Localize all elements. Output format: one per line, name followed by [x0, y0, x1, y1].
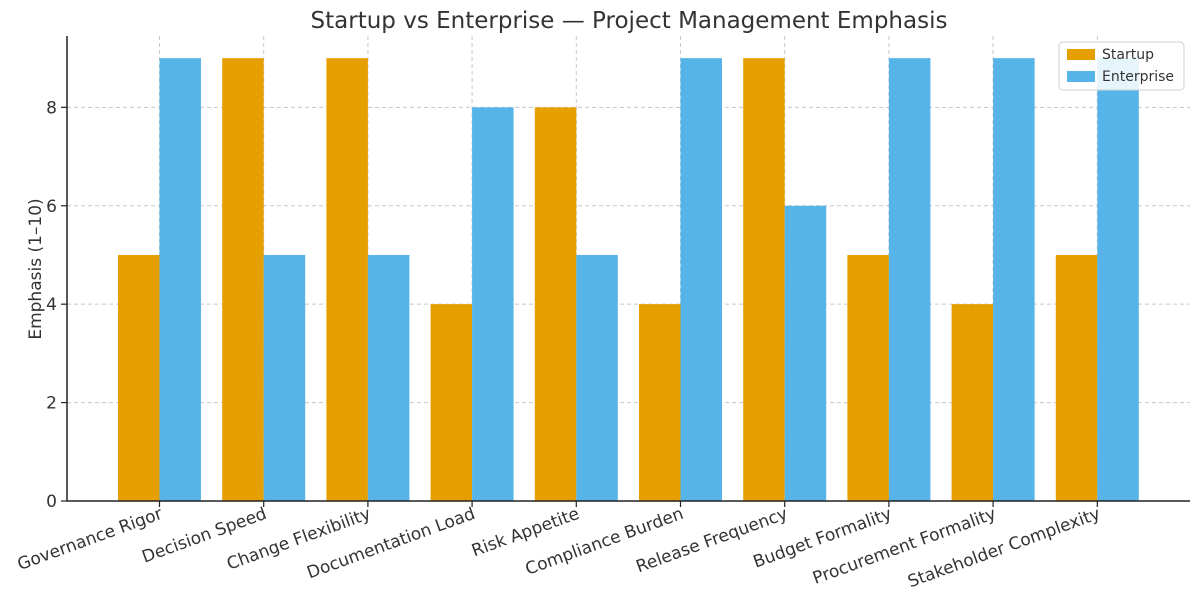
bar-startup-procurement-formality: [951, 304, 994, 501]
bar-enterprise-documentation-load: [472, 107, 514, 501]
bar-enterprise-stakeholder-complexity: [1097, 58, 1139, 502]
bar-startup-risk-appetite: [534, 107, 577, 501]
bar-startup-stakeholder-complexity: [1055, 254, 1098, 501]
y-tick-label: 8: [46, 98, 57, 118]
bar-startup-budget-formality: [847, 254, 889, 501]
bar-startup-governance-rigor: [118, 254, 160, 501]
y-tick-label: 4: [46, 295, 57, 315]
y-tick-label: 0: [46, 492, 57, 512]
legend: Startup Enterprise: [1058, 41, 1185, 91]
legend-label-enterprise: Enterprise: [1102, 69, 1174, 85]
bar-startup-documentation-load: [430, 304, 473, 501]
bar-startup-release-frequency: [743, 58, 785, 502]
bar-enterprise-risk-appetite: [576, 254, 618, 501]
chart-title: Startup vs Enterprise — Project Manageme…: [311, 8, 948, 34]
bar-startup-compliance-burden: [639, 304, 681, 501]
y-tick-label: 2: [46, 394, 57, 414]
x-tick-label: Stakeholder Complexity: [905, 504, 1103, 592]
x-tick-label: Governance Rigor: [15, 504, 165, 575]
bar-enterprise-change-flexibility: [367, 254, 410, 501]
bars-layer: [118, 58, 1139, 502]
legend-label-startup: Startup: [1102, 47, 1154, 63]
bar-enterprise-decision-speed: [263, 254, 306, 501]
bar-enterprise-release-frequency: [784, 205, 827, 501]
bar-enterprise-governance-rigor: [159, 58, 201, 502]
legend-swatch-startup: [1067, 49, 1095, 60]
bar-enterprise-procurement-formality: [993, 58, 1035, 502]
y-tick-label: 6: [46, 197, 57, 217]
y-axis-label: Emphasis (1–10): [26, 198, 46, 339]
axes-layer: [61, 36, 1190, 507]
legend-swatch-enterprise: [1067, 71, 1095, 82]
bar-enterprise-budget-formality: [888, 58, 931, 502]
bar-enterprise-compliance-burden: [680, 58, 722, 502]
x-tick-label: Procurement Formality: [810, 504, 999, 589]
bar-startup-decision-speed: [222, 58, 264, 502]
x-tick-label: Documentation Load: [304, 504, 477, 583]
bar-startup-change-flexibility: [326, 58, 368, 502]
